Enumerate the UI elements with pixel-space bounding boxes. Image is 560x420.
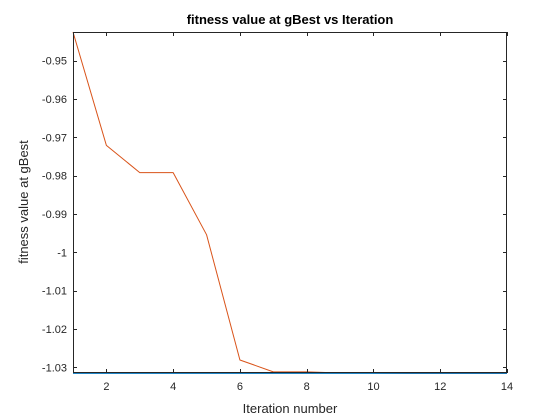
x-tick-label: 6 [237,381,243,393]
y-tick-label: -1 [57,247,67,259]
y-tick-label: -0.99 [42,209,67,221]
x-tick-label: 14 [501,381,513,393]
chart-title: fitness value at gBest vs Iteration [187,12,394,27]
y-tick-label: -1.02 [42,324,67,336]
axes-layer [73,32,507,373]
x-axis-ticks: 2 4 6 8 10 12 14 [103,32,513,393]
series-layer [72,31,507,374]
y-tick-label: -0.98 [42,171,67,183]
y-axis-label: fitness value at gBest [16,140,31,264]
x-tick-label: 10 [367,381,379,393]
x-tick-label: 4 [170,381,176,393]
y-tick-label: -1.03 [42,362,67,374]
x-tick-label: 12 [434,381,446,393]
y-tick-label: -0.97 [42,132,67,144]
axes-box [73,32,507,373]
x-tick-label: 8 [304,381,310,393]
plot-area [73,32,507,373]
y-tick-label: -1.01 [42,286,67,298]
y-axis-ticks: -0.95 -0.96 -0.97 -0.98 -0.99 -1 -1.01 -1.02 -1.… [42,56,507,374]
y-tick-label: -0.95 [42,56,67,68]
x-axis-label: Iteration number [243,401,338,416]
x-tick-label: 2 [103,381,109,393]
y-tick-label: -0.96 [42,94,67,106]
